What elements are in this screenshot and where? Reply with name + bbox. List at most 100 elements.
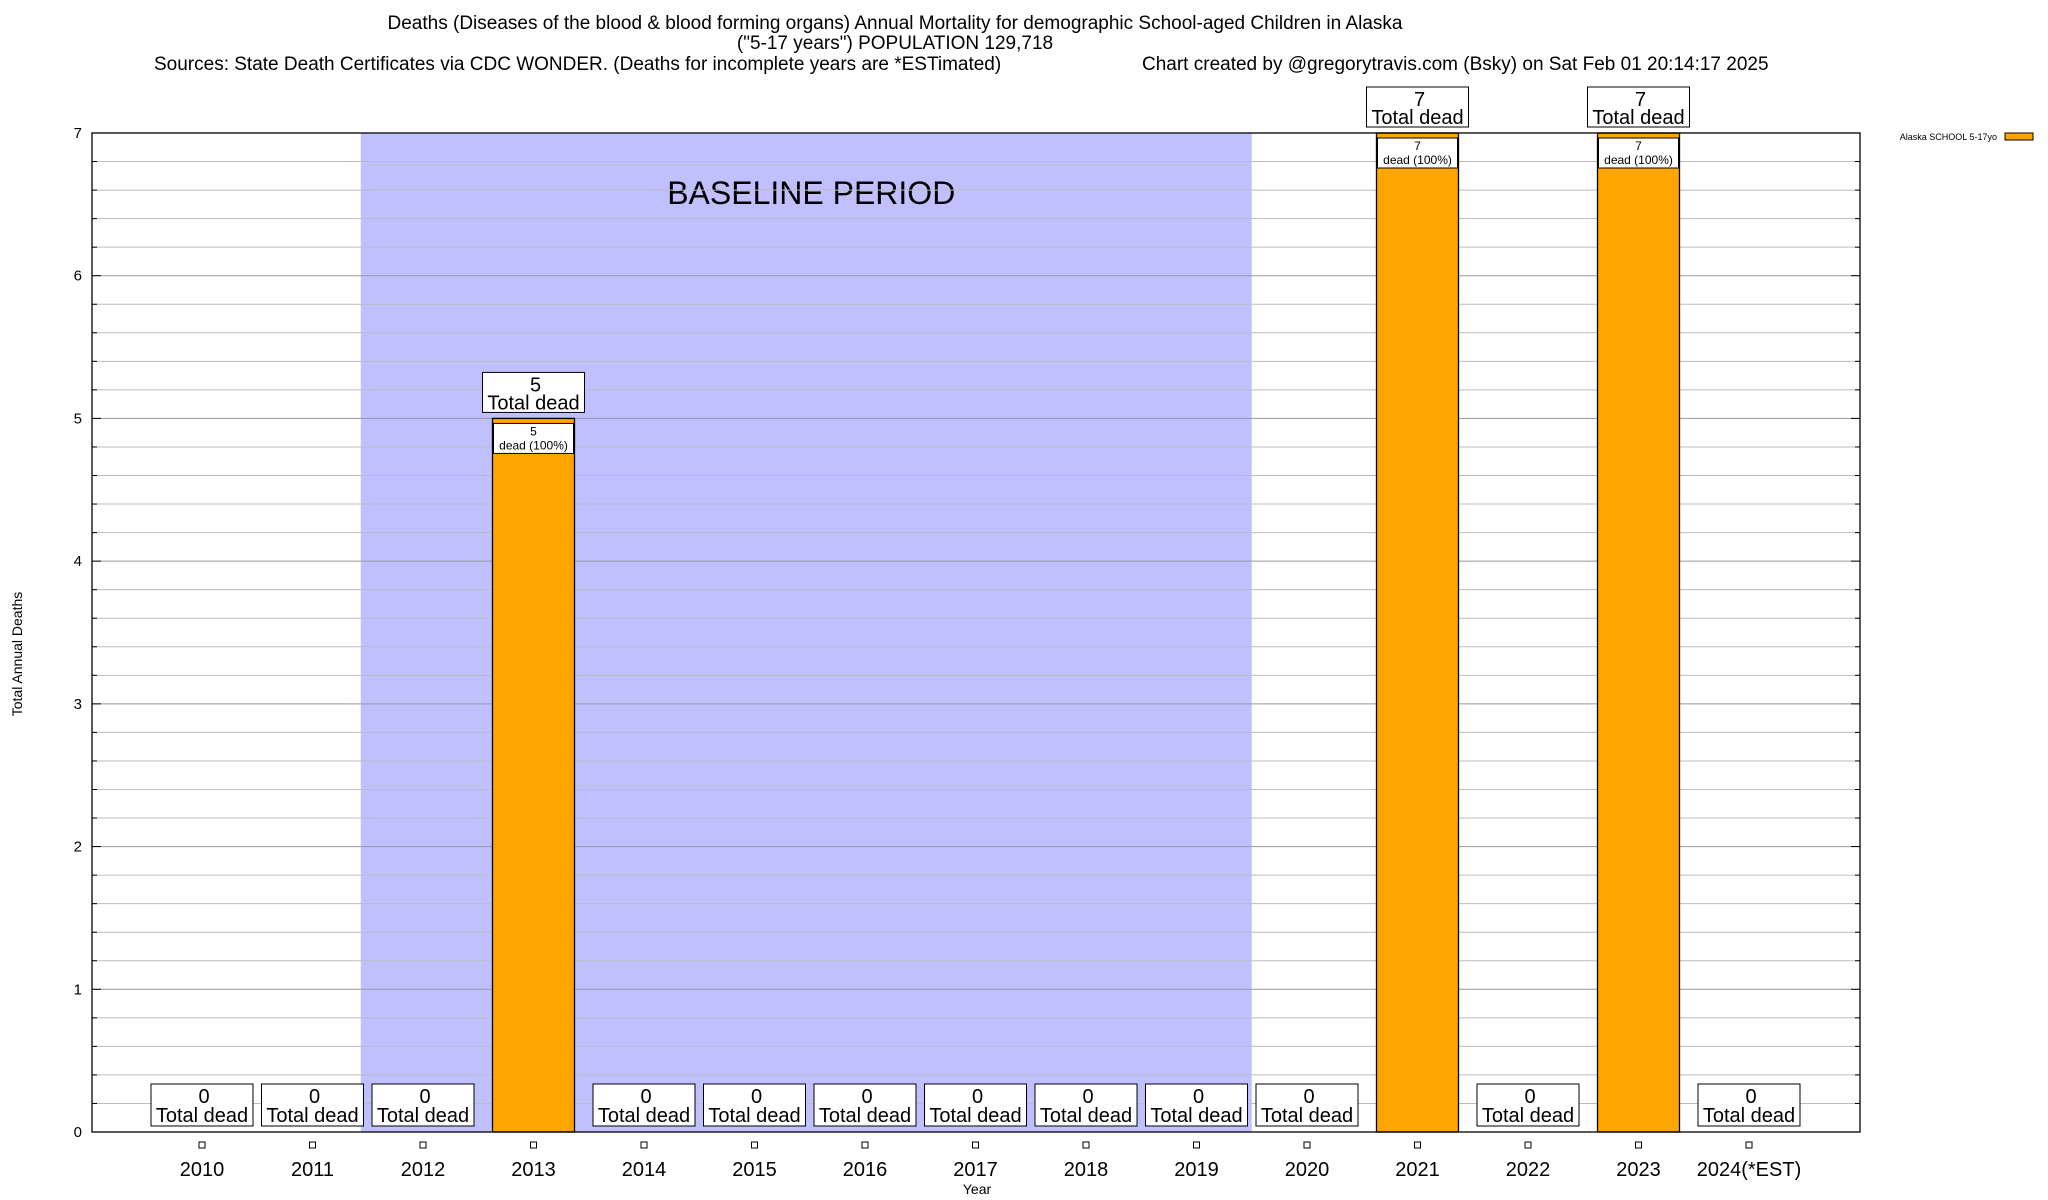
- chart-title: Deaths (Diseases of the blood & blood fo…: [387, 13, 1403, 34]
- x-tick-label: 2021: [1395, 1159, 1440, 1181]
- total-label: Total dead: [1703, 1105, 1795, 1127]
- y-tick-label: 6: [74, 268, 82, 285]
- bar-inner-label: dead (100%): [499, 438, 568, 452]
- y-tick-label: 2: [74, 839, 82, 856]
- total-label: Total dead: [598, 1105, 690, 1127]
- legend-swatch: [2004, 132, 2034, 141]
- bar-inner-label-box: [493, 422, 574, 454]
- bar: [1596, 132, 1681, 1133]
- total-box: [371, 1083, 475, 1127]
- total-label: Total dead: [487, 392, 579, 414]
- x-tick-marker: [1193, 1141, 1200, 1149]
- x-tick-marker: [1414, 1141, 1421, 1149]
- x-tick-marker: [1745, 1141, 1753, 1149]
- total-label: Total dead: [156, 1105, 248, 1127]
- y-tick-label: 1: [74, 981, 82, 998]
- total-value: 0: [1082, 1086, 1093, 1108]
- total-label: Total dead: [708, 1105, 800, 1127]
- total-label: Total dead: [1150, 1105, 1242, 1127]
- x-tick-marker: [640, 1141, 648, 1149]
- total-box: [261, 1083, 364, 1127]
- x-tick-marker: [419, 1141, 427, 1149]
- baseline-label: BASELINE PERIOD: [667, 175, 955, 211]
- total-box: [924, 1083, 1027, 1127]
- total-value: 0: [419, 1086, 430, 1108]
- total-value: 0: [751, 1086, 762, 1108]
- total-label: Total dead: [1482, 1105, 1574, 1127]
- x-tick-label: 2017: [953, 1159, 998, 1181]
- plot-frame: [91, 132, 1861, 1133]
- x-tick-marker: [1082, 1141, 1090, 1149]
- bar-inner-label: dead (100%): [1383, 153, 1452, 167]
- bar: [491, 417, 576, 1133]
- total-value: 0: [1524, 1086, 1535, 1108]
- sources-note: Sources: State Death Certificates via CD…: [154, 54, 1002, 75]
- x-tick-label: 2013: [511, 1159, 556, 1181]
- bar-inner-label-box: [1377, 137, 1458, 169]
- x-tick-label: 2011: [291, 1159, 334, 1181]
- credit-note: Chart created by @gregorytravis.com (Bsk…: [1142, 54, 1769, 75]
- total-label: Total dead: [1261, 1105, 1353, 1127]
- total-value: 7: [1414, 89, 1425, 111]
- total-value: 0: [1193, 1086, 1204, 1108]
- x-tick-label: 2023: [1616, 1159, 1661, 1181]
- total-value: 0: [198, 1086, 209, 1108]
- total-box: [1034, 1083, 1138, 1127]
- total-label: Total dead: [1040, 1105, 1132, 1127]
- total-box: [482, 371, 585, 413]
- total-box: [1366, 86, 1469, 128]
- legend-label: Alaska SCHOOL 5-17yo: [1900, 132, 1997, 142]
- total-label: Total dead: [266, 1105, 358, 1127]
- bar-inner-value: 5: [530, 424, 537, 438]
- total-value: 0: [861, 1086, 872, 1108]
- x-tick-label: 2010: [180, 1159, 225, 1181]
- x-tick-marker: [530, 1141, 537, 1149]
- x-tick-marker: [861, 1141, 869, 1149]
- total-box: [1476, 1083, 1580, 1127]
- total-value: 0: [1745, 1086, 1756, 1108]
- x-tick-marker: [751, 1141, 758, 1149]
- total-label: Total dead: [819, 1105, 911, 1127]
- total-label: Total dead: [1371, 107, 1463, 129]
- total-value: 0: [972, 1086, 983, 1108]
- total-value: 7: [1635, 89, 1646, 111]
- x-tick-marker: [309, 1141, 316, 1149]
- total-box: [1587, 86, 1690, 128]
- x-tick-label: 2012: [401, 1159, 446, 1181]
- x-tick-label: 2022: [1506, 1159, 1551, 1181]
- total-value: 0: [1303, 1086, 1314, 1108]
- y-tick-label: 5: [74, 410, 82, 427]
- x-tick-label: 2024(*EST): [1697, 1159, 1802, 1181]
- x-tick-marker: [972, 1141, 979, 1149]
- x-tick-marker: [1524, 1141, 1532, 1149]
- x-tick-label: 2016: [843, 1159, 888, 1181]
- x-tick-label: 2018: [1064, 1159, 1109, 1181]
- total-box: [1697, 1083, 1801, 1127]
- x-tick-marker: [198, 1141, 206, 1149]
- x-tick-label: 2014: [622, 1159, 667, 1181]
- total-label: Total dead: [929, 1105, 1021, 1127]
- total-value: 0: [640, 1086, 651, 1108]
- bar-inner-value: 7: [1635, 139, 1642, 153]
- total-value: 0: [309, 1086, 320, 1108]
- bar-inner-label: dead (100%): [1604, 153, 1673, 167]
- chart-subtitle: ("5-17 years") POPULATION 129,718: [736, 33, 1054, 54]
- x-tick-label: 2020: [1285, 1159, 1330, 1181]
- total-box: [703, 1083, 806, 1127]
- total-box: [1145, 1083, 1248, 1127]
- total-box: [150, 1083, 254, 1127]
- total-label: Total dead: [377, 1105, 469, 1127]
- total-box: [592, 1083, 696, 1127]
- bar: [1375, 132, 1460, 1133]
- total-label: Total dead: [1592, 107, 1684, 129]
- total-value: 5: [530, 374, 541, 396]
- x-tick-label: 2015: [732, 1159, 777, 1181]
- y-tick-label: 0: [74, 1124, 82, 1141]
- x-tick-marker: [1635, 1141, 1642, 1149]
- x-tick-label: 2019: [1174, 1159, 1219, 1181]
- bar-inner-value: 7: [1414, 139, 1421, 153]
- x-tick-marker: [1303, 1141, 1311, 1149]
- total-box: [813, 1083, 917, 1127]
- y-tick-label: 7: [74, 125, 82, 142]
